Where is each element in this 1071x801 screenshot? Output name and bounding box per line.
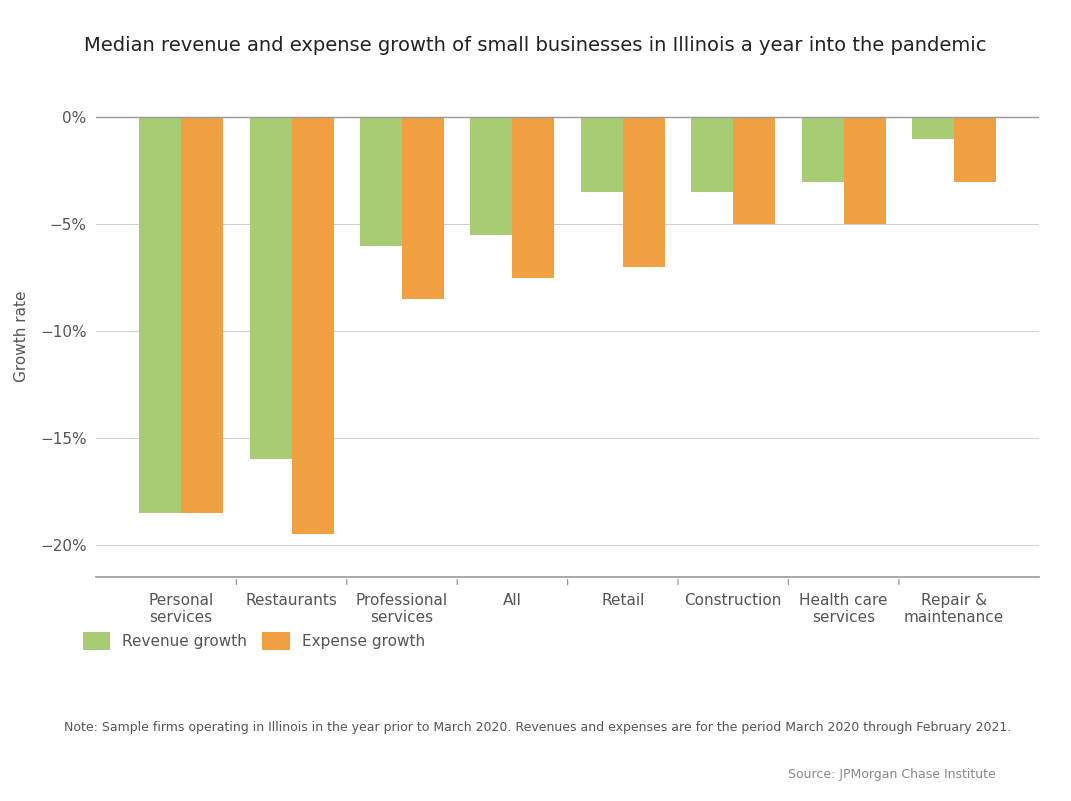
Bar [954, 118, 996, 182]
Bar [402, 118, 444, 299]
Y-axis label: Growth rate: Growth rate [14, 291, 29, 382]
Bar [912, 118, 954, 139]
Bar [623, 118, 665, 267]
Bar [580, 118, 623, 192]
Bar [291, 118, 333, 534]
Text: Source: JPMorgan Chase Institute: Source: JPMorgan Chase Institute [788, 768, 996, 781]
Bar [139, 118, 181, 513]
Legend: Revenue growth, Expense growth: Revenue growth, Expense growth [82, 633, 425, 650]
Bar [734, 118, 775, 224]
Bar [470, 118, 512, 235]
Bar [250, 118, 291, 459]
Text: Median revenue and expense growth of small businesses in Illinois a year into th: Median revenue and expense growth of sma… [85, 36, 986, 55]
Bar [802, 118, 844, 182]
Bar [691, 118, 734, 192]
Bar [512, 118, 555, 278]
Bar [360, 118, 402, 246]
Bar [844, 118, 886, 224]
Text: Note: Sample firms operating in Illinois in the year prior to March 2020. Revenu: Note: Sample firms operating in Illinois… [64, 721, 1011, 734]
Bar [181, 118, 223, 513]
